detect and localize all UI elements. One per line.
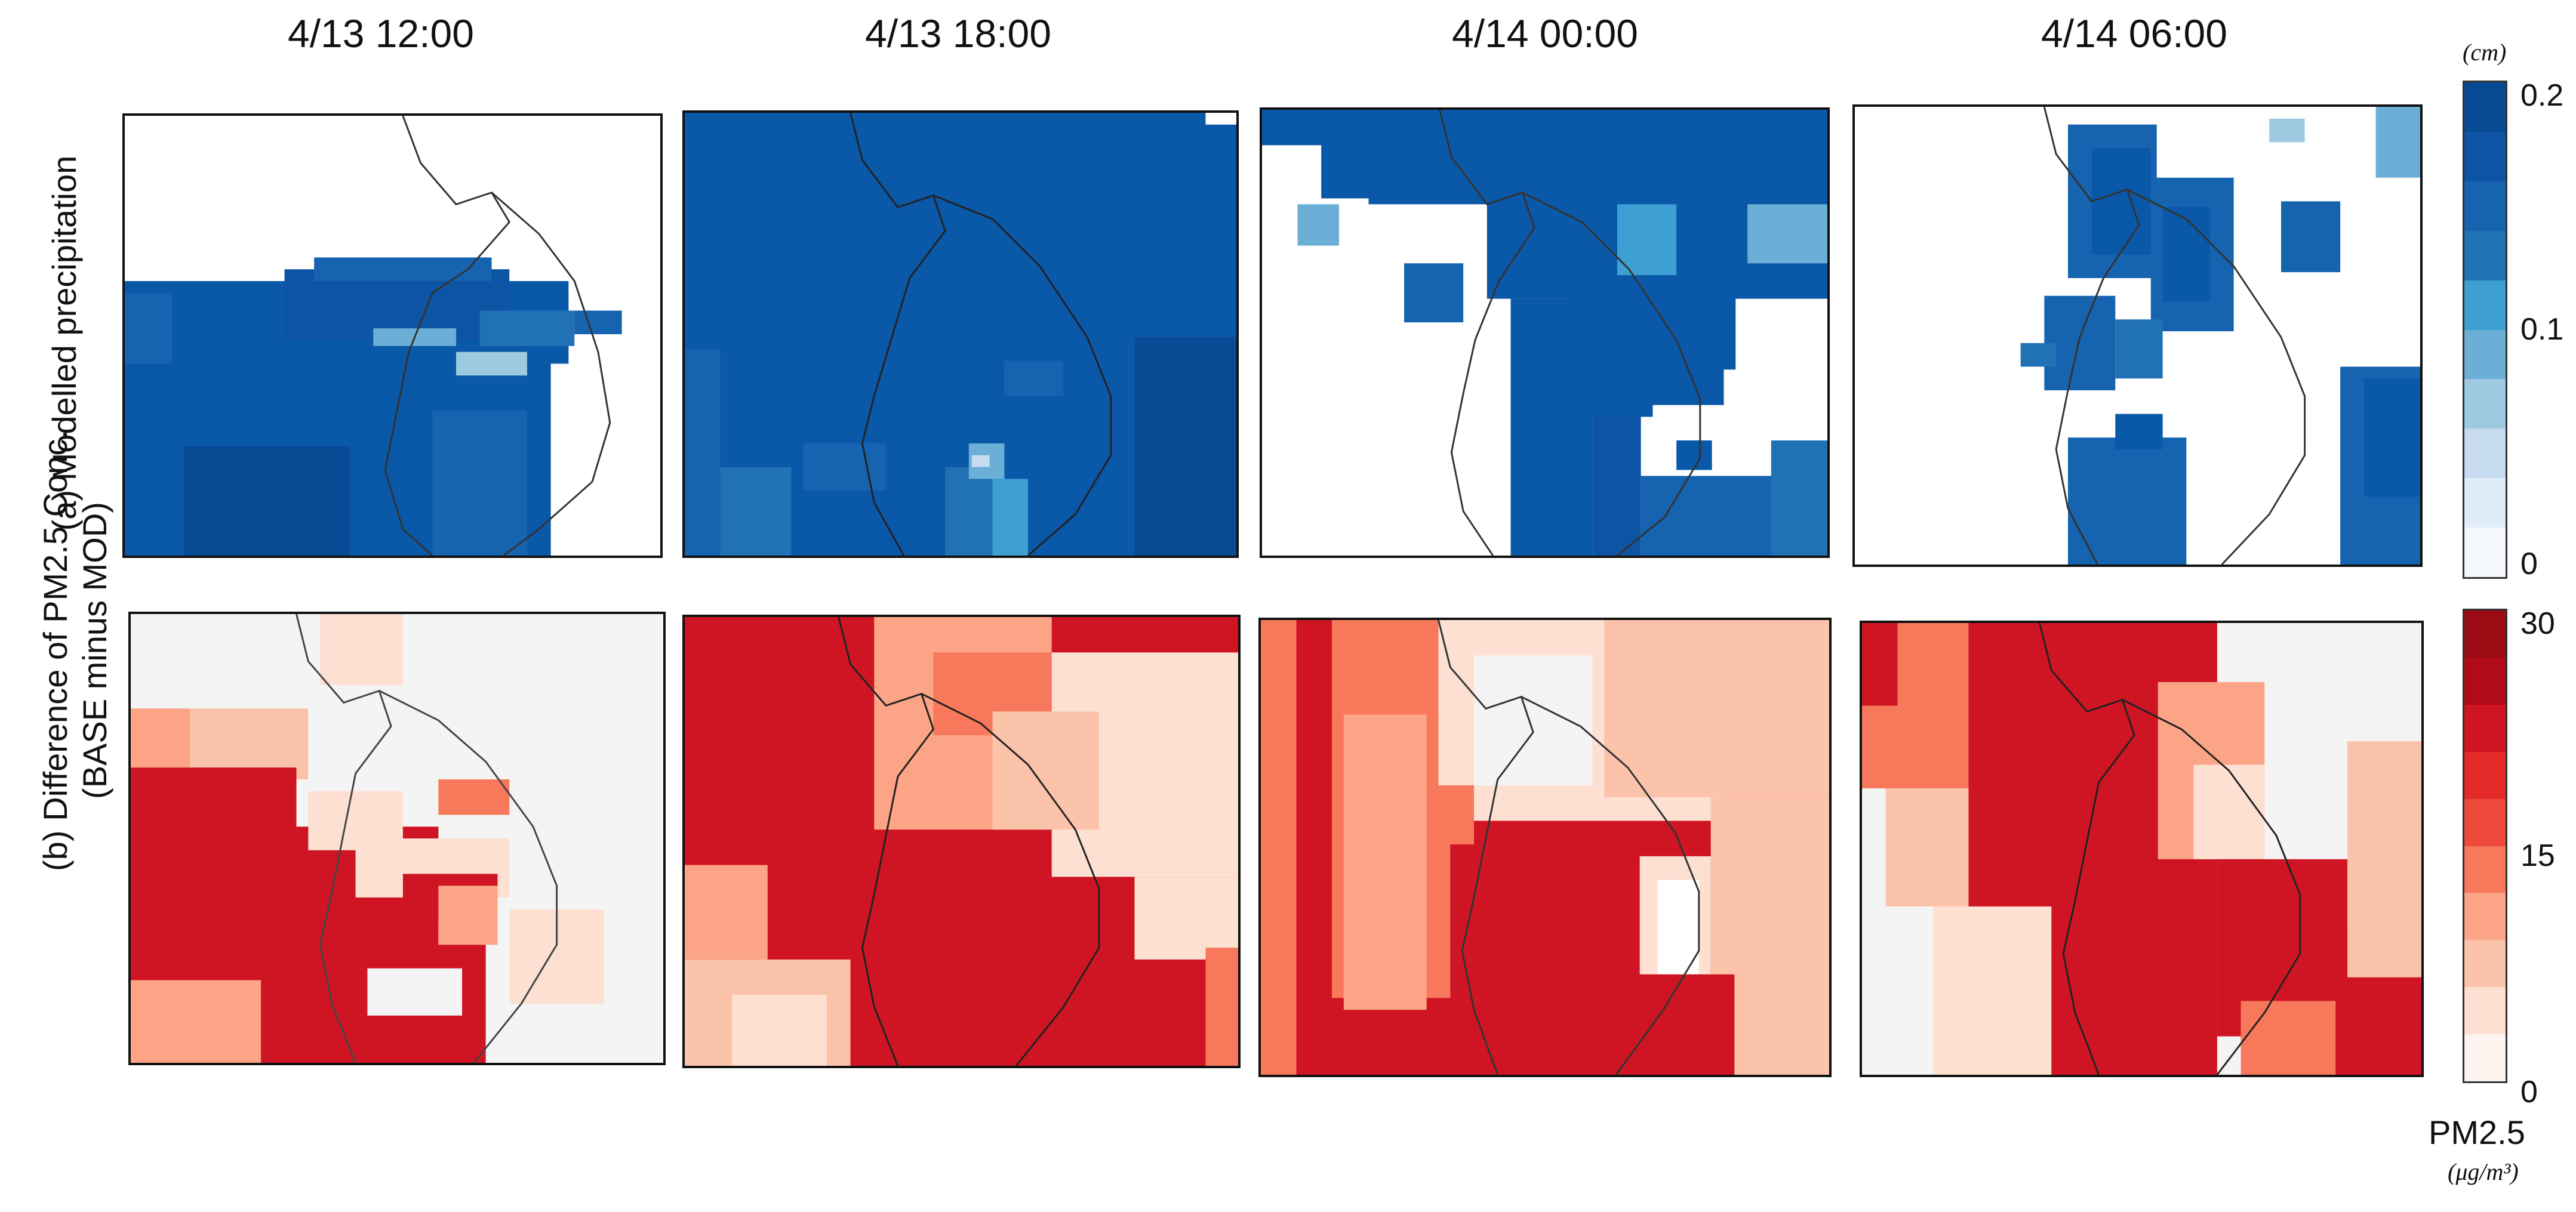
pm25-colorbar-segment-7 (2464, 704, 2506, 752)
coastline-path (1439, 110, 1701, 556)
row-label-pm25-difference: (b) Difference of PM2.5 Conc. (BASE minu… (36, 430, 113, 871)
precip-colorbar-segment-1 (2464, 477, 2506, 528)
coastline-path (2039, 623, 2301, 1075)
coastline-path (296, 614, 558, 1063)
precip-colorbar-segment-9 (2464, 82, 2506, 132)
column-title-2: 4/13 18:00 (865, 11, 1051, 55)
precip-tick-mid: 0.1 (2520, 312, 2564, 347)
precip-unit-label: (cm) (2463, 39, 2507, 66)
precip-tick-max: 0.2 (2520, 78, 2564, 113)
pm25-unit-label: (μg/m³) (2448, 1158, 2519, 1185)
pm25-tick-max: 30 (2520, 606, 2555, 641)
coastline-path (384, 116, 611, 556)
map-panel-precip-2 (682, 110, 1239, 558)
pm25-tick-mid: 15 (2520, 838, 2555, 873)
precip-tick-min: 0 (2520, 547, 2538, 581)
pm25-colorbar-segment-0 (2464, 1034, 2506, 1081)
precip-colorbar-segment-3 (2464, 378, 2506, 429)
coastline-path (2043, 107, 2306, 565)
pm25-colorbar-segment-1 (2464, 986, 2506, 1035)
map-panel-pm25-3 (1258, 618, 1832, 1077)
pm25-colorbar-segment-2 (2464, 939, 2506, 988)
precip-colorbar-segment-0 (2464, 527, 2506, 577)
precip-colorbar-segment-5 (2464, 279, 2506, 330)
precip-colorbar (2463, 81, 2507, 579)
pm25-colorbar-segment-8 (2464, 656, 2506, 705)
precip-colorbar-segment-8 (2464, 131, 2506, 181)
coastline-path (850, 113, 1112, 556)
coastline-path (1438, 620, 1700, 1075)
map-panel-precip-1 (122, 113, 663, 558)
precip-colorbar-segment-2 (2464, 428, 2506, 479)
map-panel-precip-4 (1852, 104, 2423, 567)
map-panel-precip-3 (1260, 107, 1830, 558)
map-panel-pm25-4 (1860, 621, 2424, 1077)
pm25-colorbar (2463, 609, 2507, 1083)
pm25-legend-title: PM2.5 (2429, 1114, 2525, 1151)
pm25-colorbar-segment-4 (2464, 845, 2506, 893)
map-panel-pm25-1 (128, 612, 666, 1065)
coastline-path (838, 617, 1100, 1066)
pm25-colorbar-segment-3 (2464, 892, 2506, 940)
precip-colorbar-segment-4 (2464, 329, 2506, 380)
column-title-3: 4/14 00:00 (1452, 11, 1638, 55)
precip-colorbar-segment-6 (2464, 230, 2506, 280)
pm25-tick-min: 0 (2520, 1075, 2538, 1109)
pm25-colorbar-segment-6 (2464, 751, 2506, 799)
column-title-1: 4/13 12:00 (288, 11, 474, 55)
precip-colorbar-segment-7 (2464, 180, 2506, 231)
pm25-colorbar-segment-5 (2464, 798, 2506, 846)
column-title-4: 4/14 06:00 (2041, 11, 2227, 55)
map-panel-pm25-2 (682, 615, 1241, 1068)
pm25-colorbar-segment-9 (2464, 610, 2506, 658)
